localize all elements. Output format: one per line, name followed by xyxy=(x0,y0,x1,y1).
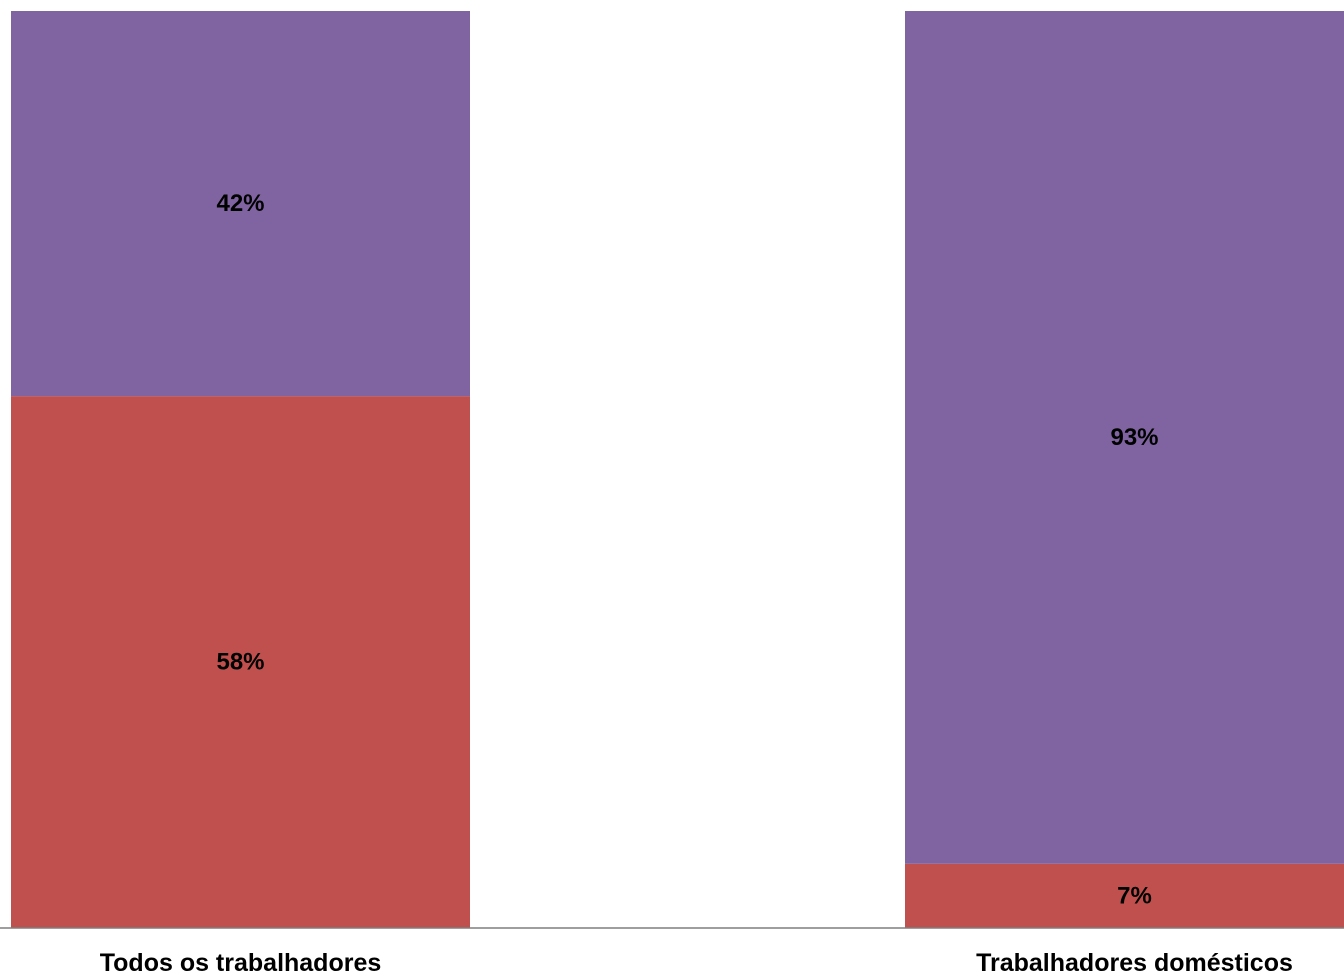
category-label-2: Trabalhadores domésticos xyxy=(976,949,1293,976)
category-label-1: Todos os trabalhadores xyxy=(100,949,382,976)
category-labels-group: Todos os trabalhadores Trabalhadores domé… xyxy=(100,949,1293,976)
data-label-2-2: 93% xyxy=(1110,424,1158,451)
data-label-1-1: 58% xyxy=(216,649,264,676)
bar-segment-2-2 xyxy=(905,11,1344,864)
bar-segment-2-1 xyxy=(905,863,1344,928)
bar-segment-1-1 xyxy=(11,396,470,928)
bars-group: 58% 42% 7% 93% xyxy=(11,11,1344,928)
data-label-1-2: 42% xyxy=(216,190,264,217)
data-label-2-1: 7% xyxy=(1117,882,1152,909)
bar-segment-1-2 xyxy=(11,11,470,397)
